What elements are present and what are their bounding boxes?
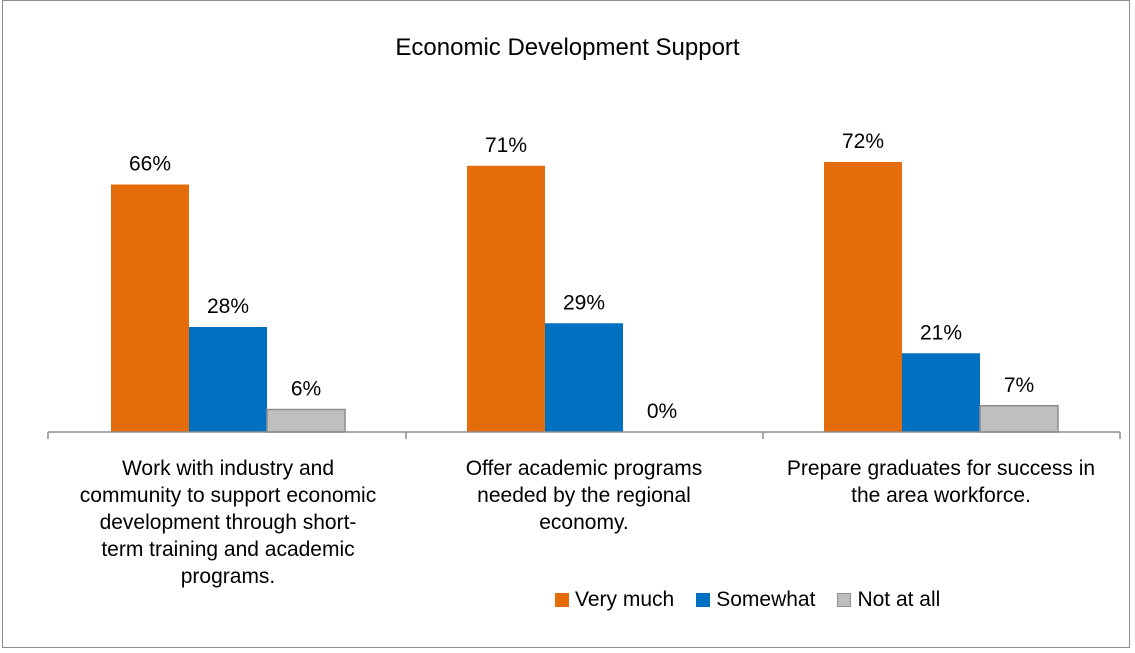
legend-label: Very much	[575, 588, 675, 611]
bar	[824, 162, 902, 432]
category-label-line: the area workforce.	[851, 484, 1031, 507]
legend-swatch	[555, 593, 569, 607]
data-label: 7%	[1004, 374, 1034, 397]
category-label-line: needed by the regional	[477, 484, 691, 507]
bar	[467, 165, 545, 432]
category-label-line: programs.	[180, 565, 276, 588]
category-label-line: Work with industry and	[121, 457, 335, 480]
data-label: 6%	[291, 378, 321, 401]
chart-title: Economic Development Support	[395, 34, 740, 61]
category-label-line: term training and academic	[101, 538, 355, 561]
legend-swatch	[696, 593, 711, 607]
data-label: 71%	[485, 134, 527, 157]
category-label: Offer academic programs needed by the reg…	[424, 455, 744, 536]
legend-item: Somewhat	[696, 588, 815, 612]
legend-swatch	[837, 593, 852, 607]
legend-item: Very much	[555, 588, 674, 612]
legend-item: Not at all	[837, 588, 940, 612]
bar	[189, 327, 267, 432]
data-label: 28%	[207, 295, 249, 318]
category-label-line: development through short-	[99, 511, 357, 534]
data-label: 21%	[920, 321, 962, 344]
category-label-line: economy.	[539, 511, 629, 534]
legend: Very much Somewhat Not at all	[555, 588, 962, 612]
data-label: 0%	[647, 400, 677, 423]
category-label-line: community to support economic	[79, 484, 377, 507]
category-label-line: Prepare graduates for success in	[786, 457, 1096, 480]
category-label: Prepare graduates for success in the area…	[781, 455, 1101, 509]
data-label: 29%	[563, 291, 605, 314]
bar	[111, 184, 189, 432]
category-label: Work with industry and community to suppo…	[68, 455, 388, 590]
legend-label: Not at all	[857, 588, 941, 611]
bar	[979, 405, 1059, 433]
bar	[266, 408, 346, 433]
data-label: 66%	[129, 153, 171, 176]
data-label: 72%	[842, 130, 884, 153]
bar	[545, 323, 623, 432]
category-label-line: Offer academic programs	[465, 457, 703, 480]
bar	[902, 353, 980, 432]
legend-label: Somewhat	[716, 588, 816, 611]
